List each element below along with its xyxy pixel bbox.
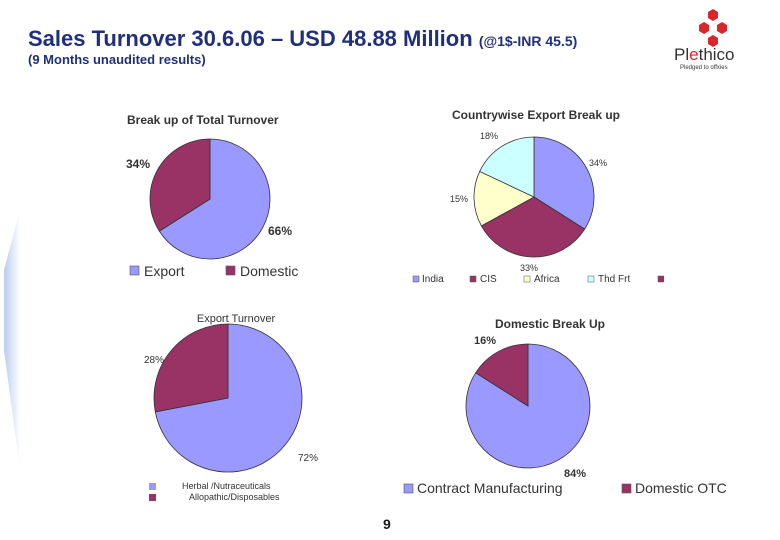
pie-slice-herbal-nutraceuticals (154, 323, 303, 473)
pie-slice-thd-frt (479, 136, 535, 198)
company-logo: Plethico Pledged to offxies (674, 9, 735, 71)
chart-countrywise-export: Countrywise Export Break up 18% 34% 15% … (412, 108, 664, 285)
legend-label-export: Export (144, 263, 185, 279)
legend-swatch-domestic-otc (621, 483, 632, 494)
pie-slice-africa (473, 170, 535, 227)
legend-label-domestic-otc: Domestic OTC (635, 480, 727, 496)
legend-label-india: India (422, 274, 444, 285)
chart-title: Domestic Break Up (495, 317, 605, 331)
logo-hexagons-icon (699, 9, 727, 47)
legend-swatch-cis (469, 275, 477, 283)
svg-text:Plethico: Plethico (674, 45, 735, 64)
value-label-thd-frt: 18% (480, 131, 498, 141)
side-decoration (4, 210, 20, 470)
slide-subtitle: (9 Months unaudited results) (28, 52, 206, 67)
legend-swatch-extra (657, 275, 664, 283)
legend-swatch-india (412, 275, 420, 283)
value-label-domestic-otc: 16% (474, 335, 496, 347)
chart-export-turnover: Export Turnover 28% 72% Herbal /Nutraceu… (144, 313, 318, 502)
legend-swatch-thd-frt (587, 275, 595, 283)
legend-swatch-allopathic (149, 494, 156, 501)
pie-slice-domestic (149, 138, 211, 232)
chart-title: Break up of Total Turnover (127, 113, 279, 127)
legend-label-africa: Africa (534, 274, 560, 285)
pie-slice-allopathic-disposables (153, 323, 229, 413)
pie-slice-export (158, 138, 271, 260)
chart-title: Countrywise Export Break up (452, 108, 620, 122)
legend-label-thd-frt: Thd Frt (598, 274, 630, 285)
legend-swatch-herbal (149, 483, 156, 490)
logo-brand-highlight: e (689, 45, 698, 64)
legend-label-contract-mfg: Contract Manufacturing (417, 480, 563, 496)
logo-tagline: Pledged to offxies (680, 65, 728, 71)
value-label-africa: 15% (450, 194, 468, 204)
slide-title-note: (@1$-INR 45.5) (478, 33, 578, 49)
value-label-herbal: 72% (298, 453, 318, 464)
legend-swatch-export (129, 265, 140, 276)
value-label-cis: 33% (520, 263, 538, 273)
pie-slice-domestic-otc (475, 343, 529, 407)
value-label-contract-mfg: 84% (564, 468, 586, 480)
chart-domestic-breakup: Domestic Break Up 16% 84% Contract Manuf… (398, 310, 758, 502)
slide-title-main: Sales Turnover 30.6.06 – USD 48.88 Milli… (28, 26, 473, 51)
legend-label-allopathic: Allopathic/Disposables (189, 492, 280, 502)
page-number: 9 (383, 516, 391, 532)
value-label-india: 34% (589, 158, 607, 168)
logo-brand-prefix: Pl (674, 45, 689, 64)
legend-label-cis: CIS (480, 274, 497, 285)
slide-title: Sales Turnover 30.6.06 – USD 48.88 Milli… (28, 26, 577, 52)
value-label-export: 66% (268, 224, 292, 238)
value-label-domestic: 34% (126, 157, 150, 171)
chart-total-turnover: Break up of Total Turnover 34% 66% Expor… (118, 106, 338, 284)
legend-swatch-africa (523, 275, 531, 283)
legend-swatch-domestic (225, 265, 236, 276)
chart-title: Export Turnover (197, 313, 276, 325)
logo-brand-suffix: thico (699, 45, 735, 64)
value-label-allopathic: 28% (144, 355, 164, 366)
legend-swatch-contract-mfg (403, 483, 414, 494)
legend-label-herbal: Herbal /Nutraceuticals (182, 481, 271, 491)
legend-label-domestic: Domestic (240, 263, 298, 279)
